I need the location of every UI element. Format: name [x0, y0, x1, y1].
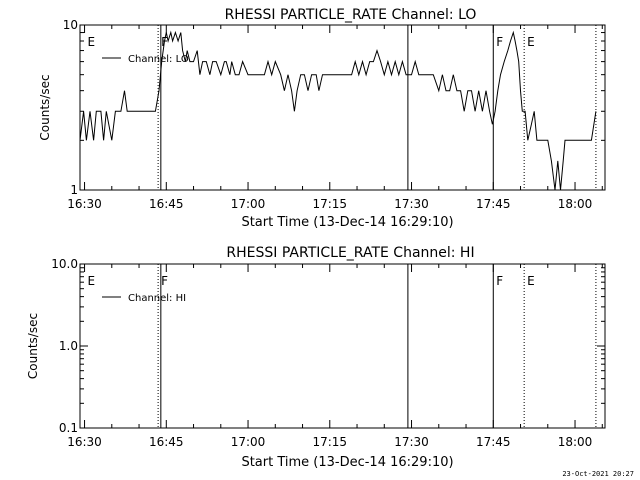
x-tick-label: 17:45 [476, 435, 511, 449]
x-tick-label: 17:30 [394, 435, 429, 449]
x-tick-label: 18:00 [558, 197, 593, 211]
y-tick-label: 1.0 [59, 339, 78, 353]
x-tick-label: 16:30 [67, 197, 102, 211]
chart-title: RHESSI PARTICLE_RATE Channel: HI [226, 245, 474, 261]
event-marker-label: E [88, 35, 96, 49]
y-axis-label: Counts/sec [26, 313, 40, 379]
generation-timestamp: 23-Oct-2021 20:27 [562, 470, 634, 478]
y-tick-label: 0.1 [59, 421, 78, 435]
series-line-lo [79, 30, 597, 191]
legend-entry: Channel: LO [128, 54, 189, 65]
plot-frame [79, 263, 606, 429]
y-axis-label: Counts/sec [38, 74, 52, 140]
x-tick-label: 16:45 [149, 435, 184, 449]
x-tick-label: 17:45 [476, 197, 511, 211]
x-tick-label: 17:15 [312, 197, 347, 211]
event-marker-label: E [527, 35, 535, 49]
y-tick-label: 10.0 [51, 257, 78, 271]
x-tick-label: 18:00 [558, 435, 593, 449]
event-marker-label: F [496, 35, 503, 49]
chart-panel-hi: RHESSI PARTICLE_RATE Channel: HI 16:30 16:… [26, 245, 606, 470]
x-tick-label: 16:30 [67, 435, 102, 449]
event-marker-label: F [496, 274, 503, 288]
x-tick-label: 17:30 [394, 197, 429, 211]
y-tick-label: 1 [70, 183, 78, 197]
y-tick-label: 10 [63, 18, 78, 32]
x-tick-label: 17:00 [231, 197, 266, 211]
plot-frame [79, 24, 606, 191]
chart-panel-lo: RHESSI PARTICLE_RATE Channel: LO 16:30 16:… [38, 7, 606, 230]
x-axis-label: Start Time (13-Dec-14 16:29:10) [241, 455, 453, 470]
x-tick-label: 17:00 [231, 435, 266, 449]
event-marker-label: E [527, 274, 535, 288]
event-marker-label: E [88, 274, 96, 288]
x-axis-label: Start Time (13-Dec-14 16:29:10) [241, 215, 453, 230]
x-tick-label: 17:15 [312, 435, 347, 449]
event-marker-label: F [161, 274, 168, 288]
chart-title: RHESSI PARTICLE_RATE Channel: LO [225, 7, 477, 23]
x-tick-label: 16:45 [149, 197, 184, 211]
legend-entry: Channel: HI [128, 293, 186, 304]
